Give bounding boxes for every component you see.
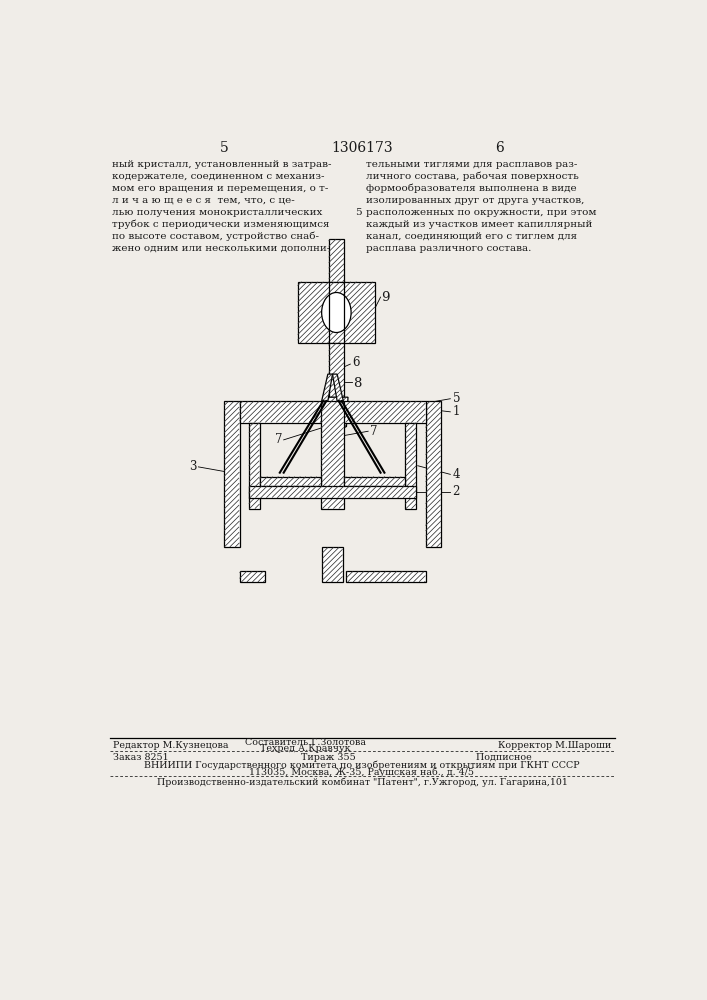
Polygon shape (322, 374, 332, 401)
Text: формообразователя выполнена в виде: формообразователя выполнена в виде (366, 184, 576, 193)
Text: каждый из участков имеет капиллярный: каждый из участков имеет капиллярный (366, 220, 592, 229)
Polygon shape (341, 401, 426, 423)
Text: 113035, Москва, Ж-35, Раушская наб., д. 4/5: 113035, Москва, Ж-35, Раушская наб., д. … (250, 768, 474, 777)
Polygon shape (259, 477, 321, 486)
Text: кодержателе, соединенном с механиз-: кодержателе, соединенном с механиз- (112, 172, 324, 181)
Text: лью получения монокристаллических: лью получения монокристаллических (112, 208, 322, 217)
Text: Редактор М.Кузнецова: Редактор М.Кузнецова (113, 741, 228, 750)
Text: 4: 4 (452, 468, 460, 481)
Text: Подписное: Подписное (476, 753, 538, 762)
Polygon shape (249, 423, 259, 509)
Text: 5: 5 (452, 392, 460, 405)
Ellipse shape (322, 292, 351, 333)
Text: Техред А.Кравчук: Техред А.Кравчук (260, 744, 351, 753)
Text: 8: 8 (354, 377, 362, 390)
Text: Заказ 8251: Заказ 8251 (113, 753, 169, 762)
Text: Составитель Г.Золотова: Составитель Г.Золотова (245, 738, 366, 747)
Text: л и ч а ю щ е е с я  тем, что, с це-: л и ч а ю щ е е с я тем, что, с це- (112, 196, 294, 205)
Text: 6: 6 (495, 141, 503, 155)
Polygon shape (329, 239, 344, 282)
Text: 3: 3 (189, 460, 197, 473)
Polygon shape (224, 401, 240, 547)
Text: мом его вращения и перемещения, о т-: мом его вращения и перемещения, о т- (112, 184, 328, 193)
Polygon shape (240, 571, 265, 582)
Polygon shape (405, 423, 416, 509)
Text: Тираж 355: Тираж 355 (301, 753, 356, 762)
Text: личного состава, рабочая поверхность: личного состава, рабочая поверхность (366, 172, 578, 181)
Text: изолированных друг от друга участков,: изолированных друг от друга участков, (366, 196, 584, 205)
Text: канал, соединяющий его с тиглем для: канал, соединяющий его с тиглем для (366, 232, 577, 241)
Text: по высоте составом, устройство снаб-: по высоте составом, устройство снаб- (112, 232, 319, 241)
Text: ный кристалл, установленный в затрав-: ный кристалл, установленный в затрав- (112, 160, 331, 169)
Text: расположенных по окружности, при этом: расположенных по окружности, при этом (366, 208, 596, 217)
Text: ВНИИПИ Государственного комитета по изобретениям и открытиям при ГКНТ СССР: ВНИИПИ Государственного комитета по изоб… (144, 761, 580, 770)
Polygon shape (346, 571, 426, 582)
Text: трубок с периодически изменяющимся: трубок с периодически изменяющимся (112, 220, 329, 229)
Text: 1: 1 (452, 405, 460, 418)
Polygon shape (322, 547, 343, 582)
Text: 1306173: 1306173 (331, 141, 393, 155)
Text: 6: 6 (352, 356, 359, 369)
Text: Производственно-издательский комбинат "Патент", г.Ужгород, ул. Гагарина,101: Производственно-издательский комбинат "П… (156, 778, 568, 787)
Polygon shape (249, 486, 416, 498)
Text: 5: 5 (220, 141, 228, 155)
Polygon shape (298, 282, 375, 343)
Text: расплава различного состава.: расплава различного состава. (366, 244, 531, 253)
Text: Корректор М.Шароши: Корректор М.Шароши (498, 741, 612, 750)
Polygon shape (325, 397, 348, 428)
Text: 9: 9 (381, 291, 390, 304)
Text: 5: 5 (356, 208, 362, 217)
Polygon shape (329, 343, 344, 397)
Polygon shape (332, 374, 344, 401)
Text: 7: 7 (274, 433, 282, 446)
Polygon shape (426, 401, 441, 547)
Polygon shape (240, 401, 323, 423)
Text: тельными тиглями для расплавов раз-: тельными тиглями для расплавов раз- (366, 160, 577, 169)
Polygon shape (321, 401, 344, 509)
Text: 2: 2 (452, 485, 460, 498)
Polygon shape (344, 477, 405, 486)
Text: 7: 7 (370, 425, 378, 438)
Text: жено одним или несколькими дополни-: жено одним или несколькими дополни- (112, 244, 330, 253)
